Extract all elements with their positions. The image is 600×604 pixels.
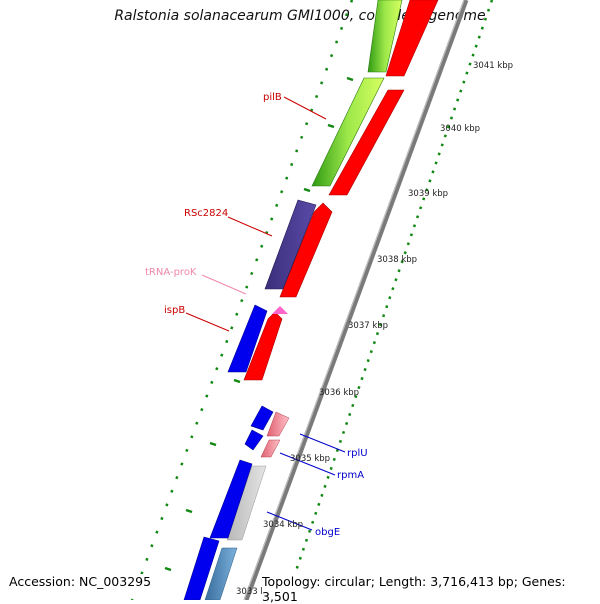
cds-reverse-ispB[interactable] [227,304,268,373]
gene-label-tRNA-proK[interactable]: tRNA-proK [145,267,197,278]
outer-dotted-ring [284,0,494,600]
tick-label-3036: 3036 kbp [319,388,359,398]
gene-label-rpmA[interactable]: rpmA [337,470,364,481]
cds-reverse-obgE[interactable] [209,459,253,539]
cds-reverse-green-1[interactable] [367,0,403,73]
gene-label-rplU[interactable]: rplU [347,448,368,459]
cds-reverse-RSc2824[interactable] [264,199,317,290]
reverse-cds-group [183,0,403,600]
cds-forward-rplU[interactable] [266,411,290,437]
tick-label-3034: 3034 kbp [263,520,303,530]
cds-reverse-rpmA[interactable] [244,429,264,451]
tick-label-3037: 3037 kbp [348,321,388,331]
gene-label-RSc2824[interactable]: RSc2824 [184,208,228,219]
tick-label-3038: 3038 kbp [377,255,417,265]
genome-backbone [243,0,469,600]
tick-label-3033: 3033 kbp [236,587,276,597]
cds-reverse-bottom[interactable] [183,536,220,600]
cds-forward-1[interactable] [385,0,439,77]
trna-proK-feature[interactable] [272,306,288,314]
cds-forward-rpmA[interactable] [260,439,281,458]
tick-label-3035: 3035 kbp [290,454,330,464]
cds-forward-bottom[interactable] [204,547,238,600]
label-leaders [185,96,346,531]
gene-label-obgE[interactable]: obgE [315,527,340,538]
cds-reverse-rplU[interactable] [250,405,274,431]
cds-reverse-green-2[interactable] [311,77,385,187]
gene-label-pilB[interactable]: pilB [263,92,282,103]
tick-label-3039: 3039 kbp [408,189,448,199]
tick-label-3041: 3041 kbp [473,61,513,71]
genome-summary-text: Topology: circular; Length: 3,716,413 bp… [262,574,600,604]
accession-text: Accession: NC_003295 [9,574,152,589]
tick-label-3040: 3040 kbp [440,124,480,134]
gene-label-ispB[interactable]: ispB [164,305,185,316]
forward-cds-group [243,0,439,381]
cds-forward-pilB[interactable] [328,89,405,196]
inner-dotted-ring [130,0,354,600]
